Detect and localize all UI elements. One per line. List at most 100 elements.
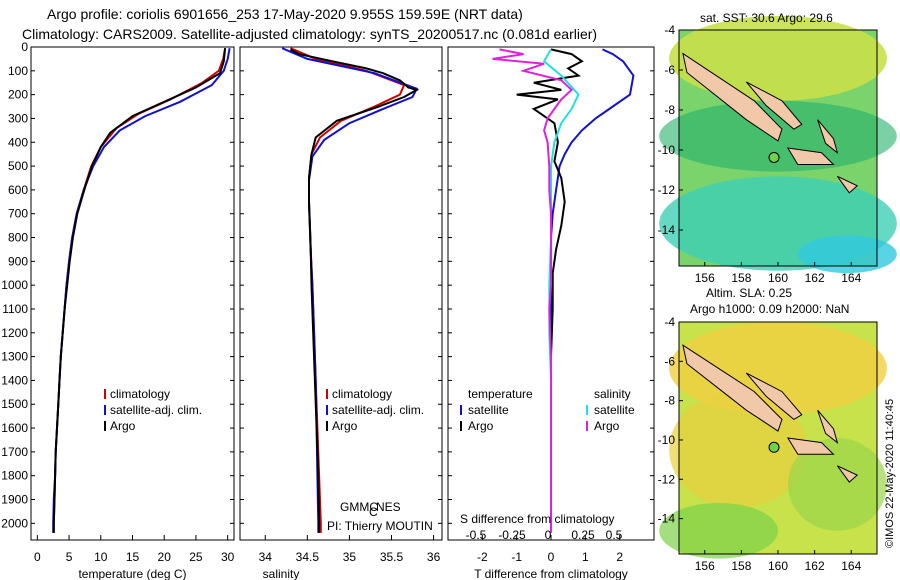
map-panel-top [659, 15, 897, 274]
chart-title-line1: Argo profile: coriolis 6901656_253 17-Ma… [47, 6, 523, 22]
y-tick-label: 1500 [1, 397, 28, 411]
legend-t-argo: Argo [468, 419, 494, 433]
legend-climatology: climatology [332, 387, 392, 401]
lat-tick-label: -14 [658, 512, 676, 526]
y-tick-label: 2000 [1, 516, 28, 530]
legend-temperature-heading: temperature [468, 387, 533, 401]
y-tick-label: 1400 [1, 373, 28, 387]
argo-position-marker [768, 151, 780, 163]
imos-footer: ©IMOS 22-May-2020 11:40:45 [884, 398, 896, 548]
lat-tick-label: -10 [658, 433, 676, 447]
x-tick-label: 34.5 [296, 550, 320, 564]
map-color-field [787, 438, 887, 531]
series-line-climatology [52, 48, 227, 533]
argo-position-marker [768, 441, 780, 453]
legend-salinity-heading: salinity [594, 387, 631, 401]
y-tick-label: 1300 [1, 350, 28, 364]
island-santa-isabel [745, 81, 803, 130]
y-tick-label: 300 [8, 111, 28, 125]
map-color-field [659, 502, 778, 559]
legend-argo: Argo [110, 419, 136, 433]
y-tick-label: 0 [21, 40, 28, 54]
panel-frame-1 [239, 46, 443, 541]
x-tick-label: 34 [259, 550, 273, 564]
x-tick-label: 20 [158, 550, 172, 564]
series-line-temperature-argo [516, 48, 584, 533]
lon-tick-label: 160 [768, 559, 788, 573]
lon-tick-label: 164 [841, 559, 861, 573]
lat-tick-label: -4 [664, 315, 675, 329]
x-tick-label: 35.5 [380, 550, 404, 564]
y-tick-label: 100 [8, 64, 28, 78]
map-color-field [669, 15, 887, 101]
island-malaita [817, 409, 839, 444]
y-tick-label: 1000 [1, 278, 28, 292]
lon-tick-label: 164 [841, 271, 861, 285]
x-tick-label: 15 [126, 550, 140, 564]
island-guadalcanal [786, 147, 835, 166]
lon-tick-label: 162 [805, 559, 825, 573]
lat-tick-label: -8 [664, 103, 675, 117]
credit-pi: PI: Thierry MOUTIN [327, 519, 433, 533]
y-tick-label: 1200 [1, 326, 28, 340]
map-bottom-title-1: Altim. SLA: 0.25 [706, 286, 792, 300]
lat-tick-label: -14 [658, 223, 676, 237]
series-line-satellite-adj-clim- [52, 48, 231, 533]
x-tick-label: -2 [477, 550, 488, 564]
y-tick-label: 1600 [1, 421, 28, 435]
legend-s-argo: Argo [594, 419, 620, 433]
x-tick-label: 10 [94, 550, 108, 564]
legend-satellite-adj: satellite-adj. clim. [332, 403, 424, 417]
series-line-climatology [290, 47, 406, 533]
map-top-title: sat. SST: 30.6 Argo: 29.6 [700, 11, 833, 25]
salinity-diff-tick: 0 [545, 528, 552, 542]
credit-gmmc-sub: C [369, 505, 378, 519]
island-guadalcanal [786, 437, 835, 455]
y-tick-label: 400 [8, 135, 28, 149]
x-axis-label: T difference from climatology [474, 567, 628, 580]
island-makira [836, 465, 859, 483]
y-tick-label: 1700 [1, 445, 28, 459]
y-tick-label: 700 [8, 207, 28, 221]
salinity-diff-tick: 0.5 [606, 528, 623, 542]
island-new-georgia [682, 52, 783, 142]
credit-gmmc-end: NES [376, 500, 401, 514]
y-tick-label: 200 [8, 88, 28, 102]
legend-satellite-adj: satellite-adj. clim. [110, 403, 202, 417]
island-malaita [817, 119, 839, 155]
series-line-argo [52, 48, 227, 533]
lat-tick-label: -12 [658, 183, 676, 197]
x-tick-label: 5 [66, 550, 73, 564]
lat-tick-label: -8 [664, 394, 675, 408]
x-tick-label: 25 [189, 550, 203, 564]
x-tick-label: 30 [221, 550, 235, 564]
island-santa-isabel [745, 372, 803, 421]
y-tick-label: 1900 [1, 493, 28, 507]
island-makira [836, 175, 859, 194]
lat-tick-label: -6 [664, 354, 675, 368]
legend-climatology: climatology [110, 387, 170, 401]
x-axis-label: temperature (deg C) [78, 567, 186, 580]
series-line-argo [290, 48, 420, 533]
y-tick-label: 800 [8, 231, 28, 245]
x-tick-label: 2 [616, 550, 623, 564]
series-line-satellite-adj-clim- [281, 47, 419, 533]
lon-tick-label: 156 [695, 271, 715, 285]
y-tick-label: 600 [8, 183, 28, 197]
lat-tick-label: -6 [664, 63, 675, 77]
legend-t-satellite: satellite [468, 403, 509, 417]
y-tick-label: 1100 [2, 302, 28, 316]
salinity-diff-label: S difference from climatology [460, 512, 615, 526]
lon-tick-label: 158 [731, 559, 751, 573]
lon-tick-label: 162 [805, 271, 825, 285]
salinity-diff-tick: -0.25 [498, 528, 526, 542]
x-tick-label: 35 [343, 550, 357, 564]
x-tick-label: 36 [427, 550, 441, 564]
x-axis-label: salinity [263, 567, 300, 580]
salinity-diff-tick: 0.25 [571, 528, 595, 542]
panel-frame-0 [30, 46, 235, 541]
y-tick-label: 900 [8, 254, 28, 268]
x-tick-label: 1 [582, 550, 589, 564]
lon-tick-label: 158 [731, 271, 751, 285]
